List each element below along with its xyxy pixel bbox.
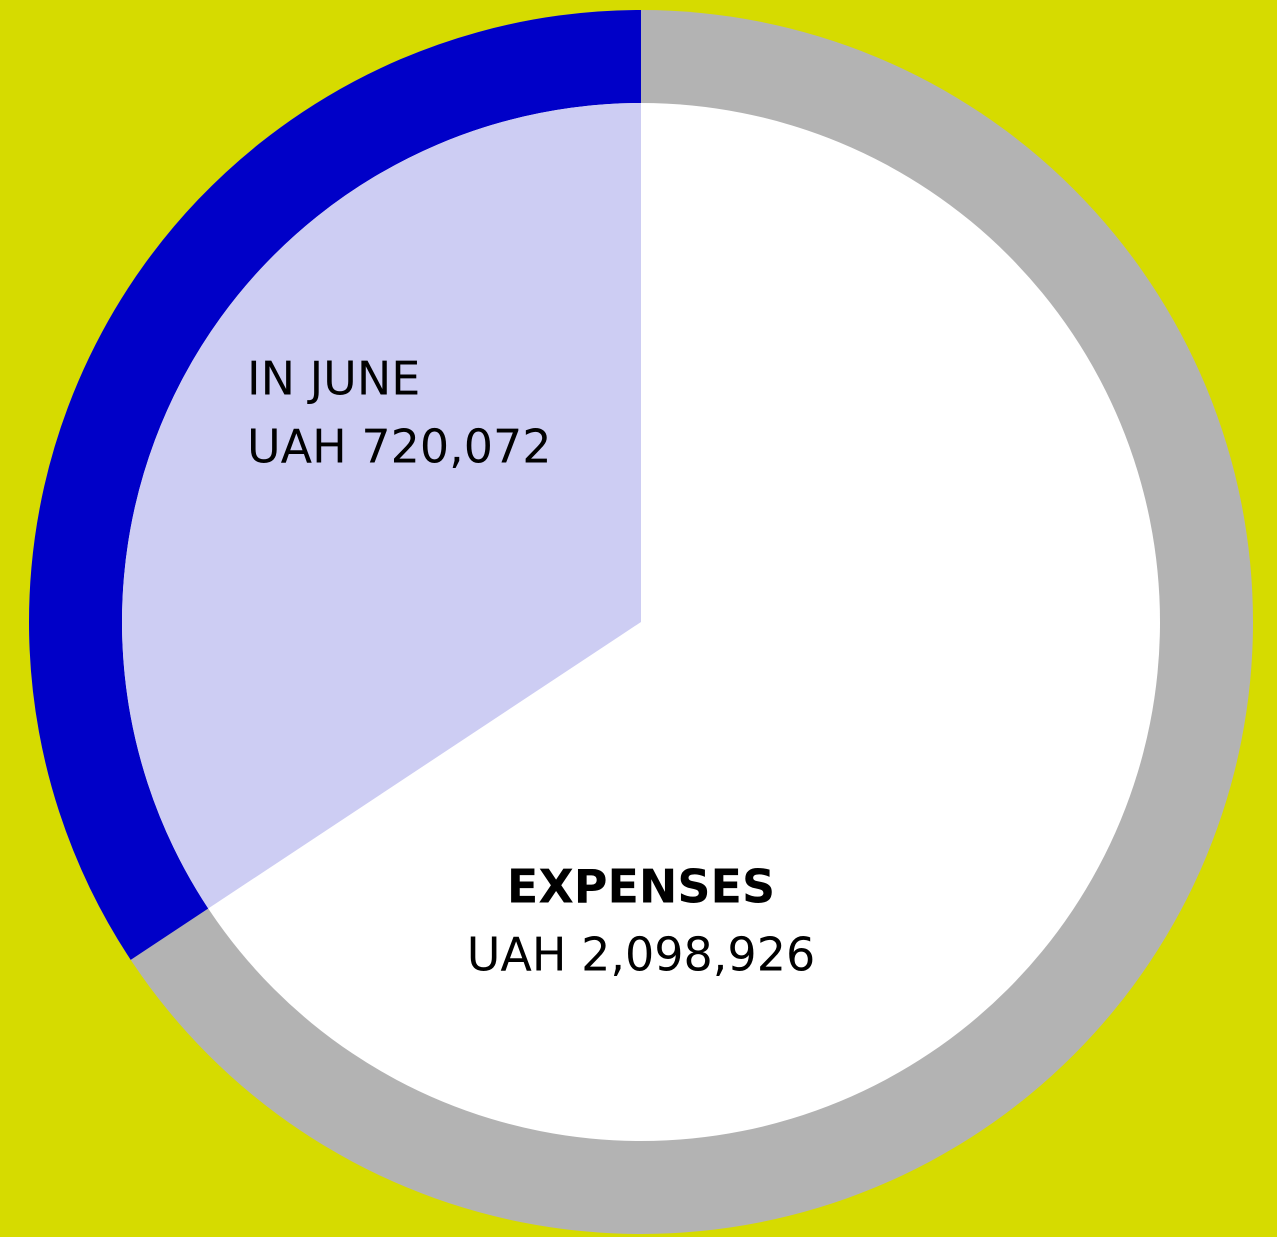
whole-label: EXPENSES [507, 860, 775, 914]
part-value-label: UAH 720,072 [247, 420, 552, 474]
part-sector [121, 103, 642, 909]
part-ring [28, 10, 642, 960]
part-label: IN JUNE [247, 352, 420, 406]
whole-value-label: UAH 2,098,926 [467, 928, 815, 982]
marks [28, 10, 1253, 1234]
